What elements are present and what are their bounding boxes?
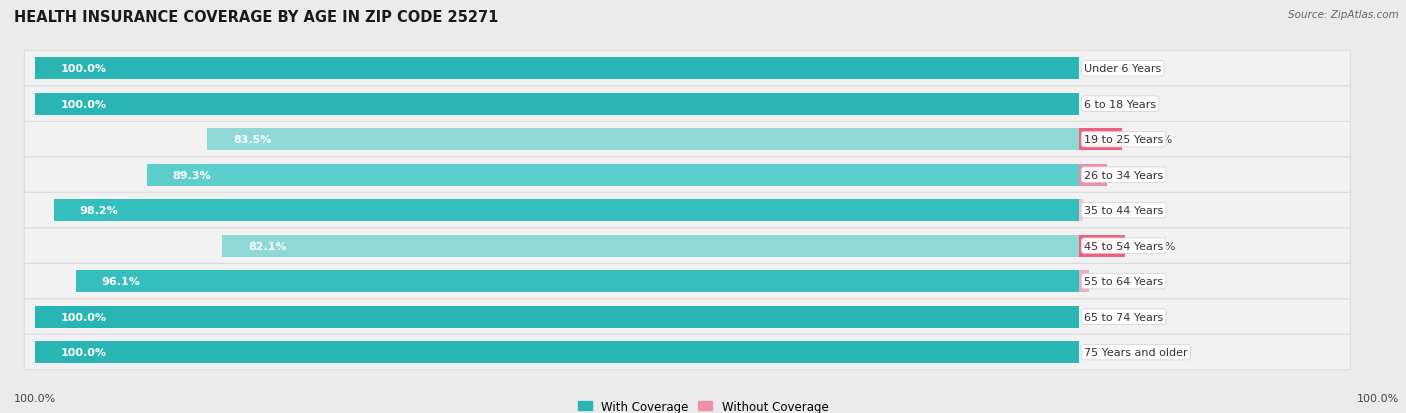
Bar [207, 129, 1078, 151]
FancyBboxPatch shape [24, 299, 1350, 335]
Bar [1078, 271, 1090, 292]
FancyBboxPatch shape [24, 122, 1350, 157]
Text: 26 to 34 Years: 26 to 34 Years [1084, 170, 1163, 180]
Legend: With Coverage, Without Coverage: With Coverage, Without Coverage [572, 395, 834, 413]
Text: 82.1%: 82.1% [247, 241, 287, 251]
Bar [1078, 199, 1084, 222]
Bar [1078, 129, 1122, 151]
Text: 0.0%: 0.0% [1094, 312, 1123, 322]
Text: 17.9%: 17.9% [1142, 241, 1177, 251]
Text: 6 to 18 Years: 6 to 18 Years [1084, 100, 1156, 109]
Text: 35 to 44 Years: 35 to 44 Years [1084, 206, 1163, 216]
Text: Source: ZipAtlas.com: Source: ZipAtlas.com [1288, 10, 1399, 20]
FancyBboxPatch shape [24, 335, 1350, 370]
Text: 55 to 64 Years: 55 to 64 Years [1084, 276, 1163, 287]
Text: 89.3%: 89.3% [173, 170, 211, 180]
Bar [53, 199, 1078, 222]
Text: 96.1%: 96.1% [101, 276, 141, 287]
Bar [222, 235, 1078, 257]
Text: 16.5%: 16.5% [1137, 135, 1173, 145]
Text: 100.0%: 100.0% [60, 312, 107, 322]
Text: 100.0%: 100.0% [1357, 393, 1399, 403]
Bar [1078, 235, 1125, 257]
Text: 0.0%: 0.0% [1094, 100, 1123, 109]
Text: 98.2%: 98.2% [80, 206, 118, 216]
Text: 65 to 74 Years: 65 to 74 Years [1084, 312, 1163, 322]
Text: 45 to 54 Years: 45 to 54 Years [1084, 241, 1163, 251]
Text: 100.0%: 100.0% [60, 64, 107, 74]
Bar [35, 58, 1078, 80]
Text: 100.0%: 100.0% [60, 100, 107, 109]
Text: 0.0%: 0.0% [1094, 64, 1123, 74]
Text: 83.5%: 83.5% [233, 135, 271, 145]
Bar [35, 341, 1078, 363]
Text: 3.9%: 3.9% [1105, 276, 1133, 287]
FancyBboxPatch shape [24, 193, 1350, 228]
Text: 1.8%: 1.8% [1099, 206, 1128, 216]
FancyBboxPatch shape [24, 157, 1350, 193]
FancyBboxPatch shape [24, 228, 1350, 264]
Text: 75 Years and older: 75 Years and older [1084, 347, 1188, 357]
Text: 100.0%: 100.0% [14, 393, 56, 403]
Text: HEALTH INSURANCE COVERAGE BY AGE IN ZIP CODE 25271: HEALTH INSURANCE COVERAGE BY AGE IN ZIP … [14, 10, 499, 25]
Text: Under 6 Years: Under 6 Years [1084, 64, 1161, 74]
Bar [1078, 164, 1107, 186]
FancyBboxPatch shape [24, 264, 1350, 299]
Bar [146, 164, 1078, 186]
Text: 0.0%: 0.0% [1094, 347, 1123, 357]
FancyBboxPatch shape [24, 51, 1350, 87]
Text: 19 to 25 Years: 19 to 25 Years [1084, 135, 1163, 145]
Bar [35, 93, 1078, 115]
Bar [76, 271, 1078, 292]
Bar [35, 306, 1078, 328]
Text: 10.8%: 10.8% [1122, 170, 1159, 180]
Text: 100.0%: 100.0% [60, 347, 107, 357]
FancyBboxPatch shape [24, 87, 1350, 122]
